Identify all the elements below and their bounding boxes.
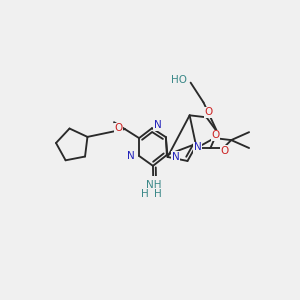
Text: H: H <box>154 189 162 199</box>
Text: NH: NH <box>146 180 161 190</box>
Text: H: H <box>142 189 149 199</box>
Text: N: N <box>154 120 162 130</box>
Text: N: N <box>128 151 135 161</box>
Text: N: N <box>194 142 201 152</box>
Text: O: O <box>211 130 220 140</box>
Text: O: O <box>204 107 213 117</box>
Text: =: = <box>149 177 158 187</box>
Text: HO: HO <box>171 75 187 85</box>
Text: O: O <box>220 146 228 156</box>
Text: N: N <box>172 152 179 162</box>
Text: O: O <box>115 123 123 133</box>
